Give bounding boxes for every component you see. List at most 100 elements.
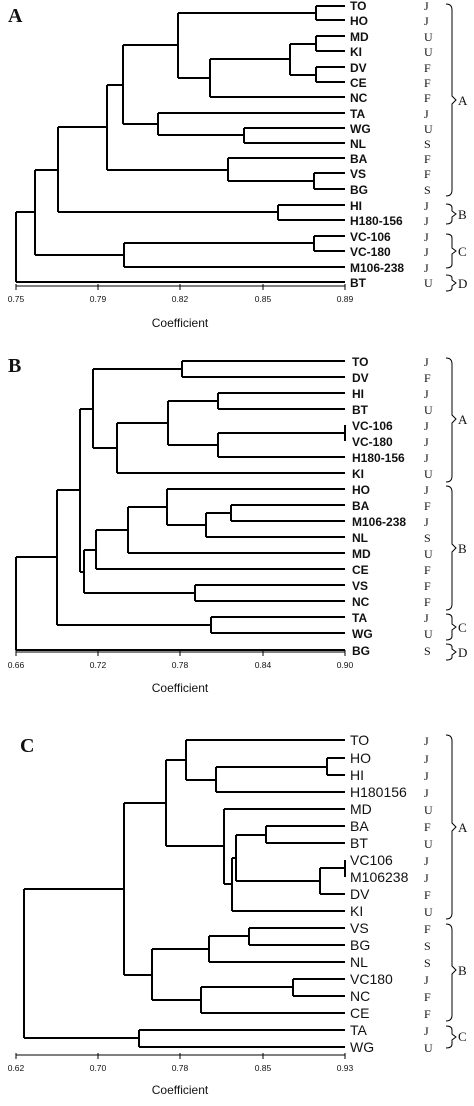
leaf-label: BG <box>350 937 370 953</box>
bracket <box>445 357 457 483</box>
leaf-label: H180-156 <box>350 214 403 228</box>
origin-code: U <box>424 45 433 59</box>
tick-label: 0.78 <box>172 660 189 670</box>
tick-label: 0.93 <box>337 1063 354 1073</box>
leaf-label: VS <box>352 579 368 593</box>
origin-code: J <box>424 245 429 259</box>
origin-code: J <box>424 483 429 497</box>
leaf-label: HI <box>350 199 362 213</box>
origin-code: F <box>424 990 431 1004</box>
origin-code: F <box>424 371 431 385</box>
origin-code: J <box>424 0 429 13</box>
origin-code: F <box>424 1007 431 1021</box>
origin-code: F <box>424 579 431 593</box>
leaf-label: M106-238 <box>350 261 404 275</box>
branch <box>265 825 345 844</box>
axis-c: 0.62 0.70 0.78 0.85 0.93 Coefficient <box>8 1053 354 1097</box>
origin-code: J <box>424 752 429 766</box>
origin-code: J <box>424 1024 429 1038</box>
cluster-label: C <box>458 1029 467 1044</box>
origin-codes-a: J J U U F F F J U S F F S J J J J J U <box>424 0 433 290</box>
leaf-label: NC <box>350 91 368 105</box>
branch <box>313 172 345 190</box>
origin-code: U <box>424 547 433 561</box>
branch <box>83 549 195 594</box>
cluster-brackets-c <box>445 734 457 1049</box>
branch <box>277 204 345 221</box>
leaf-label: VC-180 <box>350 245 391 259</box>
branch <box>235 834 320 882</box>
x-axis-label: Coefficient <box>152 681 209 695</box>
branch <box>205 512 345 538</box>
tick-label: 0.75 <box>8 294 25 304</box>
leaf-label: MD <box>352 547 371 561</box>
origin-code: U <box>424 403 433 417</box>
leaf-label: TO <box>350 0 366 13</box>
panel-letter-b: B <box>8 355 21 377</box>
leaf-label: DV <box>350 61 367 75</box>
bracket <box>445 274 457 292</box>
panel-b: B <box>8 355 468 695</box>
leaf-label: H180-156 <box>352 451 405 465</box>
branch <box>138 1029 345 1048</box>
bracket <box>445 923 457 1022</box>
leaf-label: VS <box>350 167 366 181</box>
branch <box>315 35 345 52</box>
origin-code: F <box>424 922 431 936</box>
cluster-brackets-a <box>445 3 457 292</box>
dendrogram-c-branches <box>23 739 346 1048</box>
cluster-label: A <box>458 93 468 108</box>
tick-label: 0.79 <box>90 294 107 304</box>
leaf-label: DV <box>352 371 369 385</box>
leaf-label: MD <box>350 30 369 44</box>
leaf-labels-b: TO DV HI BT VC-106 VC-180 H180-156 KI HO… <box>352 355 406 658</box>
leaf-label: VC-106 <box>352 419 393 433</box>
branch <box>243 127 345 144</box>
branch <box>79 408 93 573</box>
origin-code: S <box>424 183 431 197</box>
cluster-label: C <box>458 620 467 635</box>
x-axis-label: Coefficient <box>152 1083 209 1097</box>
leaf-label: HI <box>350 767 364 783</box>
branch <box>181 360 345 378</box>
leaf-label: H180156 <box>350 784 407 800</box>
leaf-label: TO <box>352 355 368 369</box>
branch <box>15 211 345 283</box>
origin-code: J <box>424 419 429 433</box>
origin-code: S <box>424 531 431 545</box>
leaf-label: NL <box>350 954 368 970</box>
branch <box>157 112 345 136</box>
bracket <box>445 734 457 920</box>
panel-c: C <box>8 732 468 1097</box>
origin-code: F <box>424 152 431 166</box>
branch <box>223 808 345 885</box>
origin-code: U <box>424 905 433 919</box>
leaf-label: NC <box>350 988 370 1004</box>
origin-code: U <box>424 276 433 290</box>
leaf-label: WG <box>350 1039 374 1055</box>
origin-code: J <box>424 230 429 244</box>
leaf-label: VS <box>350 920 369 936</box>
leaf-label: BG <box>350 183 368 197</box>
leaf-label: CE <box>350 76 367 90</box>
tick-label: 0.72 <box>90 660 107 670</box>
branch <box>292 978 345 997</box>
origin-code: F <box>424 820 431 834</box>
leaf-label: TA <box>352 611 367 625</box>
branch <box>194 584 345 602</box>
origin-code: J <box>424 611 429 625</box>
leaf-label: KI <box>350 45 362 59</box>
branch <box>315 66 345 83</box>
leaf-label: MD <box>350 801 372 817</box>
leaf-label: WG <box>350 122 371 136</box>
panel-letter-c: C <box>20 735 34 757</box>
leaf-label: KI <box>350 903 363 919</box>
leaf-label: VC-106 <box>350 230 391 244</box>
branch <box>217 432 345 458</box>
branch <box>313 235 345 252</box>
origin-code: J <box>424 786 429 800</box>
branch <box>217 392 345 410</box>
origin-code: S <box>424 939 431 953</box>
